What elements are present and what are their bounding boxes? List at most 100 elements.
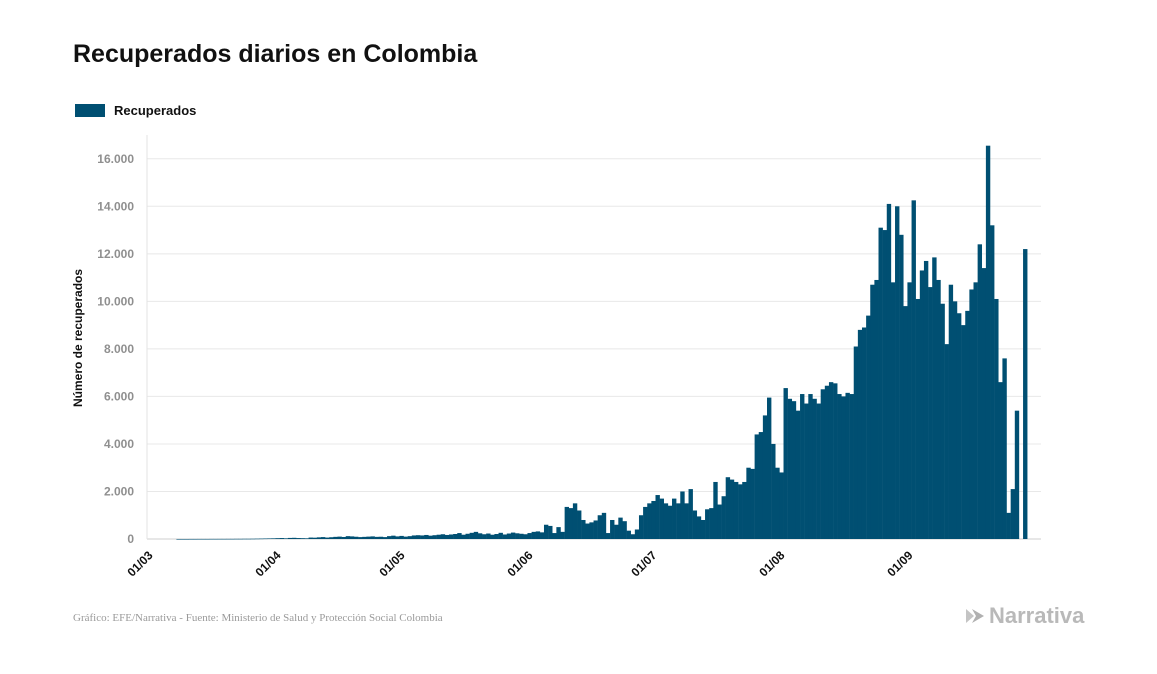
bars: [176, 145, 1028, 540]
bar: [812, 398, 817, 539]
bar: [543, 524, 549, 539]
bar: [614, 524, 619, 539]
bar: [415, 535, 421, 539]
bar: [259, 538, 264, 540]
bar: [490, 534, 495, 539]
bar: [717, 504, 722, 539]
bar: [403, 536, 408, 539]
bar: [209, 538, 214, 540]
bar: [932, 257, 937, 539]
y-tick-label: 12.000: [97, 247, 134, 261]
bar: [387, 536, 392, 539]
x-tick-label: 01/08: [756, 548, 787, 579]
narrativa-logo-icon: [966, 609, 984, 623]
bar: [535, 531, 541, 539]
bar: [192, 538, 198, 540]
legend: Recuperados: [75, 103, 196, 118]
bar: [494, 534, 499, 539]
bar: [581, 519, 586, 539]
bar: [267, 538, 272, 540]
bar: [684, 503, 689, 539]
legend-label: Recuperados: [114, 103, 197, 118]
bar: [961, 325, 966, 539]
bar: [1023, 249, 1028, 539]
bar: [895, 206, 900, 540]
bar: [990, 225, 995, 539]
bar: [783, 388, 788, 539]
bar: [998, 382, 1003, 539]
bar: [585, 523, 590, 539]
bar: [907, 282, 912, 539]
x-tick-label: 01/03: [124, 548, 155, 579]
bar: [767, 397, 772, 539]
bar: [667, 505, 673, 539]
bar: [275, 538, 280, 539]
bar: [345, 536, 351, 539]
bar: [985, 145, 991, 539]
bar: [568, 508, 574, 539]
bar: [428, 535, 433, 539]
bar: [292, 537, 297, 539]
bar: [242, 538, 247, 540]
bar: [643, 506, 648, 539]
bar: [915, 298, 921, 539]
bar: [940, 303, 945, 539]
bar: [420, 535, 425, 539]
bar: [944, 344, 949, 539]
bar: [1002, 358, 1007, 539]
bar: [965, 310, 970, 539]
bar: [374, 536, 380, 539]
bar: [610, 519, 615, 539]
bar: [866, 315, 871, 539]
bar: [903, 306, 908, 539]
bar: [696, 516, 702, 539]
bar: [804, 403, 809, 539]
y-tick-label: 6.000: [104, 389, 134, 403]
bar: [279, 538, 285, 539]
brand-logo: Narrativa: [964, 603, 1084, 629]
bar: [828, 382, 834, 539]
bar: [874, 279, 879, 539]
bar: [841, 396, 846, 539]
bar: [618, 517, 623, 539]
bar: [981, 268, 987, 539]
x-axis-ticks: 01/03 01/04 01/05 01/06 01/07 01/08 01/09: [124, 548, 915, 579]
x-tick-label: 01/04: [253, 548, 284, 579]
bar: [928, 287, 933, 539]
bar: [791, 401, 797, 539]
bar: [300, 538, 305, 539]
bar: [254, 538, 260, 540]
bar: [742, 481, 747, 539]
bar: [754, 434, 759, 539]
bar: [498, 532, 503, 539]
bar: [238, 538, 243, 540]
bar: [349, 536, 355, 539]
bar: [523, 534, 528, 539]
bar: [184, 538, 190, 540]
bar: [676, 503, 681, 539]
bar: [800, 394, 805, 539]
bar: [482, 534, 487, 539]
bar: [733, 481, 739, 539]
bar: [758, 432, 764, 539]
bar: [771, 443, 776, 539]
bar: [506, 533, 512, 539]
x-tick-label: 01/05: [376, 548, 407, 579]
bar: [477, 533, 483, 539]
bar: [225, 538, 231, 540]
bar: [721, 496, 726, 539]
bar: [283, 538, 289, 539]
y-tick-label: 2.000: [104, 484, 134, 498]
bar: [320, 537, 326, 539]
bar: [601, 512, 607, 539]
bar: [977, 244, 983, 539]
source-note: Gráfico: EFE/Narrativa - Fuente: Ministe…: [73, 612, 443, 624]
bar: [882, 230, 888, 539]
bar: [630, 534, 636, 539]
bar: [527, 533, 532, 539]
bar: [948, 284, 954, 539]
bar: [316, 537, 322, 539]
bar: [329, 537, 334, 539]
y-tick-label: 16.000: [97, 152, 134, 166]
bar: [808, 394, 813, 539]
